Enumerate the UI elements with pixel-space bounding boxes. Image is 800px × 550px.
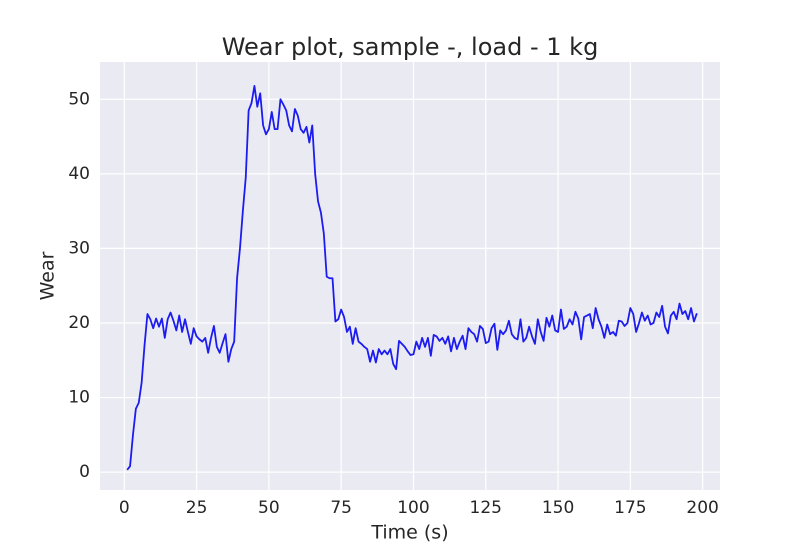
x-tick-label: 150 xyxy=(542,498,574,518)
y-tick-label: 10 xyxy=(68,388,90,408)
grid xyxy=(100,62,720,490)
x-tick-label: 75 xyxy=(330,498,352,518)
plot xyxy=(126,84,698,471)
y-tick-label: 30 xyxy=(68,238,90,258)
x-tick-label: 200 xyxy=(686,498,718,518)
y-tick-label: 20 xyxy=(68,313,90,333)
x-axis-label: Time (s) xyxy=(370,522,448,544)
plot-area xyxy=(100,62,720,490)
x-tick-label: 175 xyxy=(614,498,646,518)
x-tick-label: 50 xyxy=(258,498,280,518)
x-tick-label: 125 xyxy=(470,498,502,518)
y-tick-label: 0 xyxy=(79,462,90,482)
x-tick-label: 0 xyxy=(119,498,130,518)
chart-title: Wear plot, sample -, load - 1 kg xyxy=(222,33,599,61)
y-tick-label: 40 xyxy=(68,164,90,184)
data-line xyxy=(126,84,698,471)
y-axis-label: Wear xyxy=(37,251,59,300)
y-tick-label: 50 xyxy=(68,89,90,109)
x-tick-label: 100 xyxy=(397,498,429,518)
x-tick-label: 25 xyxy=(186,498,208,518)
